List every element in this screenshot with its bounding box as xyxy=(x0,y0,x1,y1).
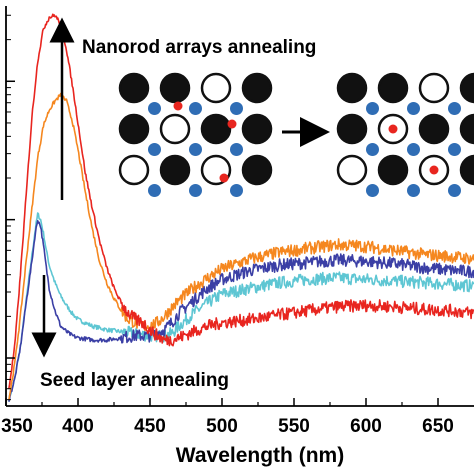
o-atom xyxy=(230,143,243,156)
zn-atom xyxy=(118,113,150,145)
zn-vacancy xyxy=(118,154,150,186)
x-axis-label: Wavelength (nm) xyxy=(176,444,344,467)
interstitial-atom xyxy=(227,119,237,129)
x-tick-label: 400 xyxy=(62,416,94,437)
zn-atom xyxy=(159,154,191,186)
zn-atom xyxy=(159,72,191,104)
o-atom xyxy=(189,143,202,156)
zn-atom xyxy=(418,113,450,145)
o-atom xyxy=(148,184,161,197)
o-atom xyxy=(148,143,161,156)
annotation-nanorod-annealing: Nanorod arrays annealing xyxy=(82,37,316,58)
series-layer xyxy=(8,13,474,402)
zn-atom xyxy=(241,113,273,145)
o-atom xyxy=(448,102,461,115)
zn-atom xyxy=(336,72,368,104)
series-line-2 xyxy=(8,220,474,402)
zn-atom xyxy=(377,72,409,104)
annotation-seed-annealing: Seed layer annealing xyxy=(40,370,229,391)
zn-atom xyxy=(336,113,368,145)
zn-vacancy xyxy=(336,154,368,186)
x-tick-label: 600 xyxy=(350,416,382,437)
interstitial-atom xyxy=(173,101,183,111)
zn-atom xyxy=(241,72,273,104)
x-tick-label: 650 xyxy=(422,416,454,437)
o-atom xyxy=(366,143,379,156)
o-atom xyxy=(448,143,461,156)
o-atom xyxy=(148,102,161,115)
zn-vacancy xyxy=(159,113,191,145)
series-line-0 xyxy=(8,13,474,389)
o-atom xyxy=(189,184,202,197)
series-line-3 xyxy=(8,212,474,402)
y-axis-ticks xyxy=(6,14,15,401)
zn-atom xyxy=(377,154,409,186)
o-atom xyxy=(448,184,461,197)
o-atom xyxy=(366,102,379,115)
zn-atom xyxy=(118,72,150,104)
x-tick-label: 550 xyxy=(278,416,310,437)
o-atom xyxy=(407,102,420,115)
zn-atom xyxy=(459,113,474,145)
x-tick-label: 500 xyxy=(206,416,238,437)
inset-before-lattice xyxy=(118,72,273,197)
o-atom xyxy=(407,143,420,156)
x-tick-label: 450 xyxy=(134,416,166,437)
series-line-1 xyxy=(8,92,474,401)
zn-atom xyxy=(459,154,474,186)
o-atom xyxy=(230,184,243,197)
zn-atom xyxy=(200,113,232,145)
o-atom xyxy=(189,102,202,115)
inset-after-lattice xyxy=(336,72,474,197)
zn-atom xyxy=(241,154,273,186)
interstitial-atom xyxy=(388,124,398,134)
zn-vacancy xyxy=(200,72,232,104)
interstitial-atom xyxy=(429,165,439,175)
defect-inset xyxy=(118,72,474,197)
interstitial-atom xyxy=(219,173,229,183)
o-atom xyxy=(407,184,420,197)
x-tick-label: 350 xyxy=(1,416,33,437)
x-axis-ticks: 350 400 450 500 550 600 650 xyxy=(1,398,454,437)
zn-atom xyxy=(459,72,474,104)
zn-vacancy xyxy=(418,72,450,104)
o-atom xyxy=(230,102,243,115)
o-atom xyxy=(366,184,379,197)
